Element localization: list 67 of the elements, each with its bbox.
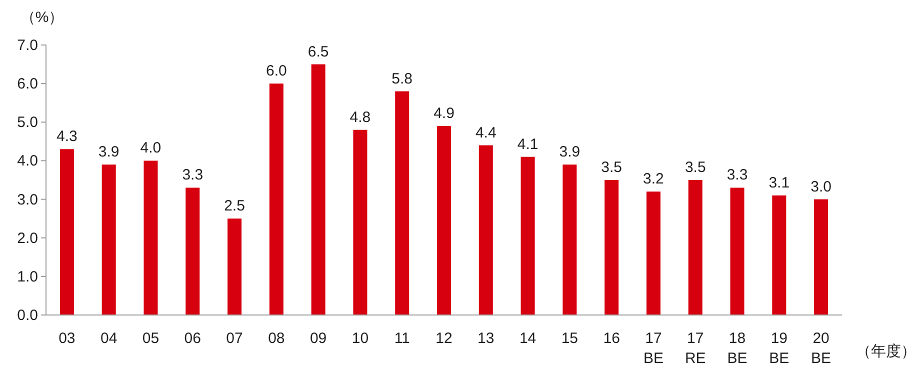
data-label: 2.5 (224, 198, 245, 215)
x-tick-label: 10 (352, 330, 369, 347)
data-label: 4.3 (56, 128, 78, 146)
y-tick-label: 6.0 (17, 76, 38, 93)
y-tick-label: 3.0 (17, 191, 38, 208)
bar (144, 160, 158, 315)
x-tick-label: 13 (478, 330, 494, 347)
bar (353, 130, 368, 315)
bar (102, 164, 116, 315)
y-axis-title: （%） (20, 9, 64, 26)
x-tick-label: 08 (268, 330, 285, 347)
x-tick-label: 06 (184, 330, 201, 347)
data-label: 3.5 (684, 159, 706, 176)
bar (269, 84, 284, 315)
bar (437, 126, 451, 315)
x-tick-label: 20 BE (811, 330, 832, 367)
data-label: 6.5 (308, 43, 329, 60)
bar (688, 180, 702, 315)
data-label: 4.9 (434, 105, 454, 122)
data-label: 3.9 (98, 144, 120, 161)
data-label: 6.0 (266, 62, 287, 80)
bar (604, 180, 619, 315)
x-tick-label: 18 BE (727, 330, 748, 367)
y-tick-label: 2.0 (17, 230, 38, 247)
x-tick-label: 07 (226, 330, 243, 347)
y-tick-label: 0.0 (17, 307, 38, 324)
bar (646, 192, 660, 315)
data-label: 4.8 (350, 108, 371, 126)
bar (562, 164, 577, 315)
data-label: 4.4 (475, 124, 496, 142)
bar (395, 91, 410, 315)
x-tick-label: 05 (142, 330, 160, 347)
y-tick-label: 7.0 (17, 37, 38, 54)
x-tick-label: 12 (436, 330, 452, 347)
x-tick-label: 09 (310, 330, 327, 347)
x-tick-label: 11 (394, 330, 410, 347)
data-label: 4.0 (140, 140, 162, 157)
bar (772, 195, 786, 315)
x-tick-label: 15 (561, 330, 578, 347)
y-tick-label: 4.0 (17, 152, 38, 170)
x-tick-label: 04 (100, 330, 118, 347)
x-tick-label: 14 (519, 330, 536, 347)
bar (60, 149, 74, 315)
bar (520, 156, 535, 315)
bar (478, 145, 493, 315)
data-label: 3.3 (726, 166, 748, 184)
data-label: 4.1 (517, 136, 538, 153)
data-label: 3.3 (182, 166, 204, 184)
x-axis-title: （年度） (856, 343, 916, 360)
bar (186, 188, 200, 315)
y-tick-label: 5.0 (17, 114, 38, 132)
x-tick-label: 19 BE (769, 330, 790, 367)
bar (311, 64, 326, 315)
data-label: 3.5 (601, 159, 622, 176)
x-tick-label: 17 BE (643, 330, 664, 367)
data-label: 3.0 (810, 178, 832, 196)
data-label: 3.2 (643, 170, 664, 188)
x-tick-label: 16 (603, 330, 620, 347)
data-label: 3.9 (559, 144, 580, 161)
bar (228, 218, 242, 315)
y-tick-label: 1.0 (17, 268, 38, 286)
bar (814, 199, 828, 315)
x-tick-label: 03 (58, 330, 76, 347)
bar (730, 188, 744, 315)
x-tick-label: 17 RE (684, 330, 706, 367)
data-label: 3.1 (768, 174, 790, 192)
data-label: 5.8 (392, 70, 413, 88)
